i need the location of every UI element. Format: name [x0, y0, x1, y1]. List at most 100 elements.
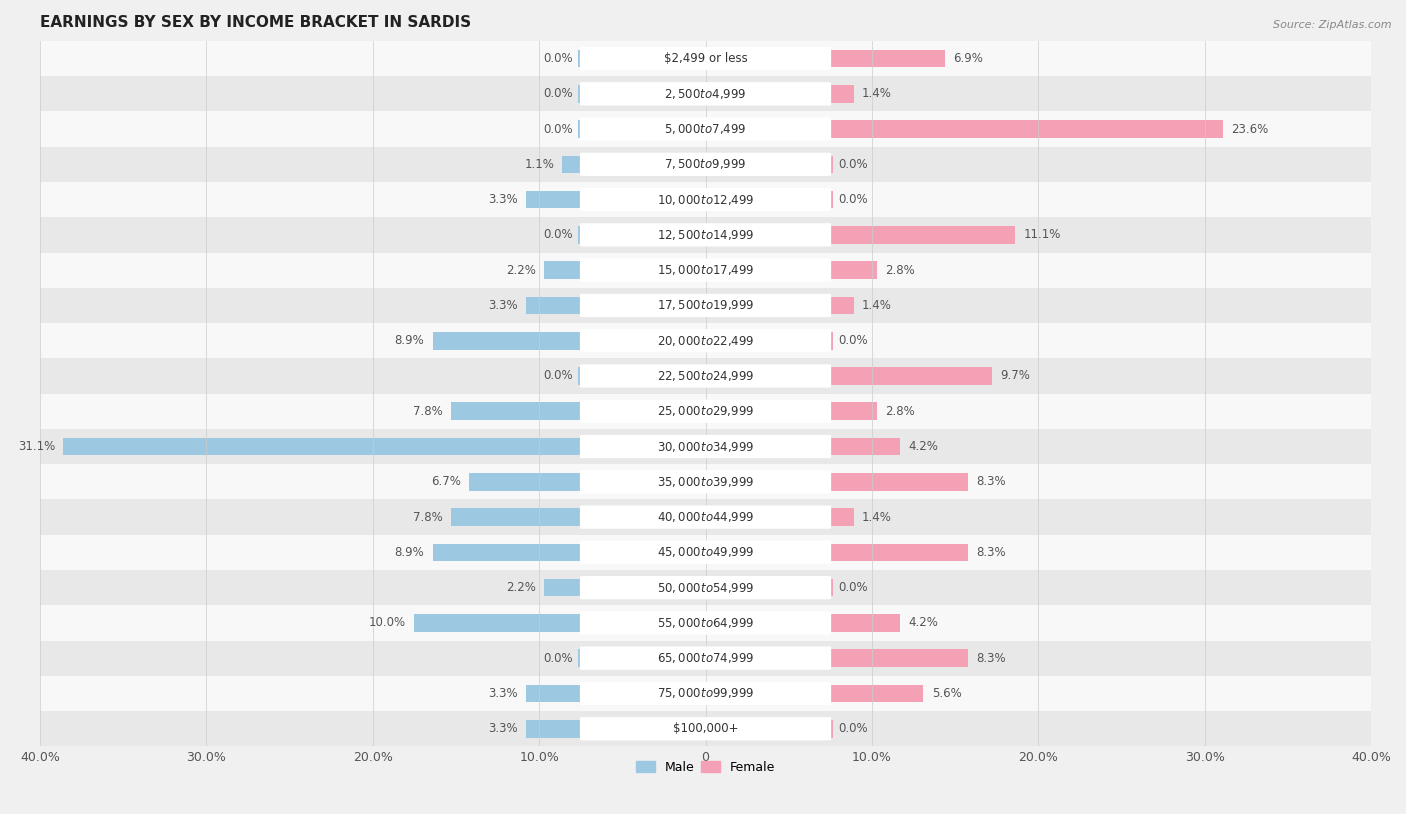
Text: $2,499 or less: $2,499 or less — [664, 52, 748, 65]
FancyBboxPatch shape — [579, 400, 831, 423]
FancyBboxPatch shape — [579, 505, 831, 529]
Text: $10,000 to $12,499: $10,000 to $12,499 — [657, 193, 754, 207]
FancyBboxPatch shape — [579, 717, 831, 741]
Bar — [831, 685, 924, 702]
Text: $22,500 to $24,999: $22,500 to $24,999 — [657, 369, 754, 383]
Bar — [831, 438, 900, 455]
Bar — [831, 650, 969, 667]
Text: $65,000 to $74,999: $65,000 to $74,999 — [657, 651, 754, 665]
Text: 0.0%: 0.0% — [543, 229, 572, 242]
Text: 3.3%: 3.3% — [488, 722, 517, 735]
Text: 6.7%: 6.7% — [432, 475, 461, 488]
Text: $20,000 to $22,499: $20,000 to $22,499 — [657, 334, 754, 348]
Bar — [39, 606, 1371, 641]
Text: $25,000 to $29,999: $25,000 to $29,999 — [657, 405, 754, 418]
Bar — [831, 402, 877, 420]
Bar — [451, 508, 581, 526]
Bar — [831, 614, 900, 632]
FancyBboxPatch shape — [579, 470, 831, 493]
Bar — [831, 296, 853, 314]
Bar — [39, 217, 1371, 252]
Text: 2.2%: 2.2% — [506, 264, 536, 277]
Text: $5,000 to $7,499: $5,000 to $7,499 — [664, 122, 747, 136]
Text: 1.4%: 1.4% — [862, 299, 891, 312]
Text: 8.3%: 8.3% — [977, 546, 1007, 559]
Bar — [39, 711, 1371, 746]
Bar — [39, 500, 1371, 535]
Bar — [39, 464, 1371, 500]
Bar — [526, 720, 581, 737]
Text: 0.0%: 0.0% — [543, 370, 572, 383]
Text: $12,500 to $14,999: $12,500 to $14,999 — [657, 228, 754, 242]
Text: 1.1%: 1.1% — [524, 158, 554, 171]
Bar — [39, 41, 1371, 77]
Text: $100,000+: $100,000+ — [673, 722, 738, 735]
Bar — [433, 332, 581, 349]
Bar — [831, 508, 853, 526]
Text: 5.6%: 5.6% — [932, 687, 962, 700]
Text: 2.2%: 2.2% — [506, 581, 536, 594]
Bar — [544, 579, 581, 597]
FancyBboxPatch shape — [579, 223, 831, 247]
Text: $2,500 to $4,999: $2,500 to $4,999 — [664, 87, 747, 101]
Bar — [578, 650, 581, 667]
Text: $55,000 to $64,999: $55,000 to $64,999 — [657, 616, 754, 630]
Bar — [39, 182, 1371, 217]
FancyBboxPatch shape — [579, 611, 831, 635]
FancyBboxPatch shape — [579, 576, 831, 599]
Bar — [39, 77, 1371, 112]
Text: 0.0%: 0.0% — [543, 87, 572, 100]
Text: 0.0%: 0.0% — [838, 335, 869, 348]
Bar — [39, 112, 1371, 147]
Bar — [415, 614, 581, 632]
Text: 1.4%: 1.4% — [862, 510, 891, 523]
Text: 3.3%: 3.3% — [488, 193, 517, 206]
Text: 9.7%: 9.7% — [1000, 370, 1031, 383]
Text: 2.8%: 2.8% — [886, 405, 915, 418]
Text: 6.9%: 6.9% — [953, 52, 983, 65]
Text: $40,000 to $44,999: $40,000 to $44,999 — [657, 510, 754, 524]
Bar — [451, 402, 581, 420]
Bar — [39, 570, 1371, 606]
Bar — [831, 579, 832, 597]
Bar — [831, 332, 832, 349]
Text: 0.0%: 0.0% — [838, 581, 869, 594]
FancyBboxPatch shape — [579, 117, 831, 141]
Text: 0.0%: 0.0% — [838, 158, 869, 171]
FancyBboxPatch shape — [579, 329, 831, 352]
FancyBboxPatch shape — [579, 435, 831, 458]
Bar — [578, 367, 581, 385]
Bar — [39, 147, 1371, 182]
Bar — [831, 367, 991, 385]
FancyBboxPatch shape — [579, 540, 831, 564]
FancyBboxPatch shape — [579, 259, 831, 282]
FancyBboxPatch shape — [579, 153, 831, 176]
Bar — [63, 438, 581, 455]
Text: 7.8%: 7.8% — [413, 405, 443, 418]
Bar — [39, 252, 1371, 288]
Text: 4.2%: 4.2% — [908, 616, 938, 629]
Bar — [526, 685, 581, 702]
Text: $15,000 to $17,499: $15,000 to $17,499 — [657, 263, 754, 277]
Bar — [831, 226, 1015, 243]
Text: 8.3%: 8.3% — [977, 475, 1007, 488]
Bar — [831, 720, 832, 737]
Text: $7,500 to $9,999: $7,500 to $9,999 — [664, 157, 747, 171]
Text: 23.6%: 23.6% — [1232, 123, 1268, 136]
Bar — [470, 473, 581, 491]
Bar — [578, 120, 581, 138]
Bar — [39, 676, 1371, 711]
Text: 7.8%: 7.8% — [413, 510, 443, 523]
Bar — [39, 394, 1371, 429]
Legend: Male, Female: Male, Female — [631, 756, 780, 779]
Text: 8.9%: 8.9% — [395, 335, 425, 348]
FancyBboxPatch shape — [579, 294, 831, 317]
Text: $45,000 to $49,999: $45,000 to $49,999 — [657, 545, 754, 559]
Bar — [39, 641, 1371, 676]
Text: EARNINGS BY SEX BY INCOME BRACKET IN SARDIS: EARNINGS BY SEX BY INCOME BRACKET IN SAR… — [39, 15, 471, 30]
Text: 3.3%: 3.3% — [488, 687, 517, 700]
Text: 2.8%: 2.8% — [886, 264, 915, 277]
Text: 11.1%: 11.1% — [1024, 229, 1060, 242]
Bar — [831, 544, 969, 561]
FancyBboxPatch shape — [579, 365, 831, 387]
